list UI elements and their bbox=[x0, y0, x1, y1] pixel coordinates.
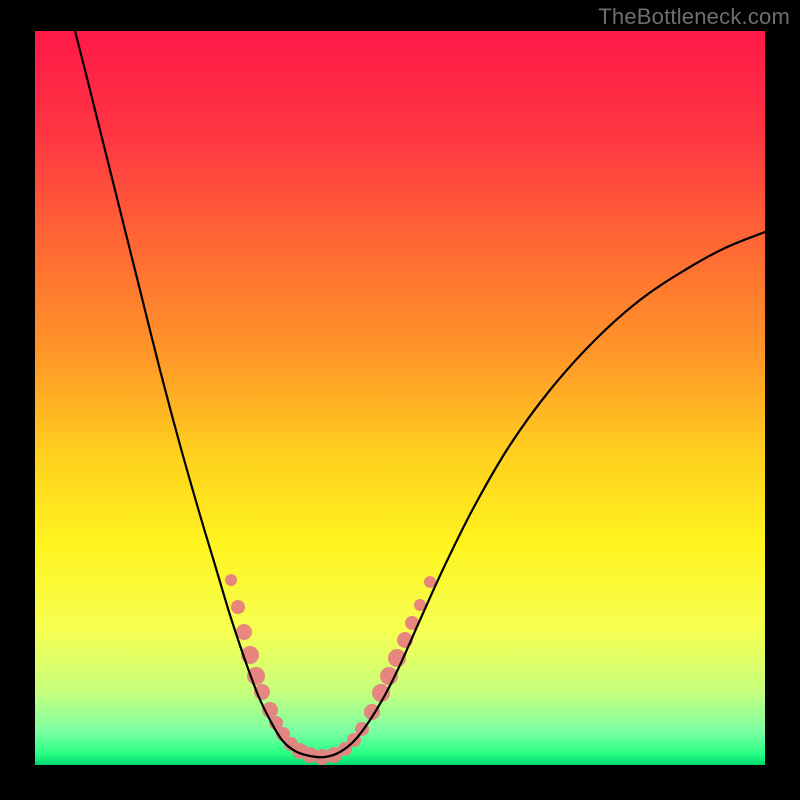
data-dot bbox=[225, 574, 237, 586]
chart-canvas: TheBottleneck.com bbox=[0, 0, 800, 800]
bottleneck-chart bbox=[0, 0, 800, 800]
plot-area bbox=[35, 31, 765, 765]
data-dot bbox=[231, 600, 245, 614]
watermark-text: TheBottleneck.com bbox=[598, 4, 790, 30]
